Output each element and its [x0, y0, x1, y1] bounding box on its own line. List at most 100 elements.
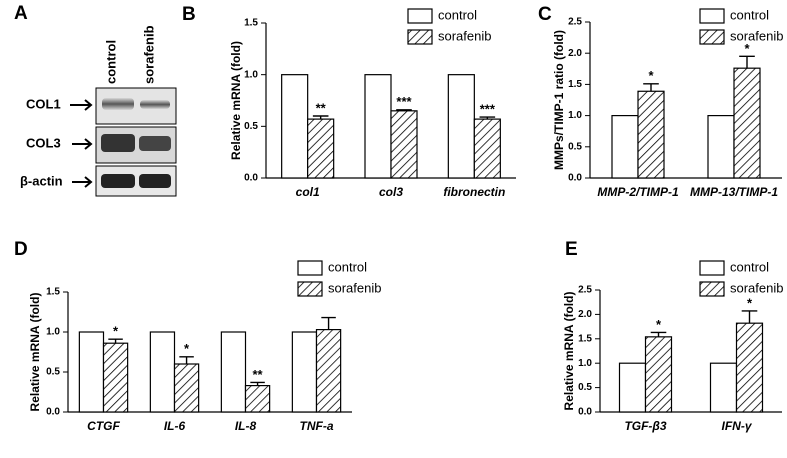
legend-label: control [730, 7, 769, 22]
x-tick-label: TGF-β3 [624, 419, 666, 433]
error-bar [643, 83, 659, 92]
panel-label: B [182, 4, 196, 25]
legend-swatch [297, 281, 323, 297]
y-tick-label: 1.5 [244, 18, 258, 29]
y-axis-label: MMPs/TIMP-1 ratio (fold) [552, 30, 566, 170]
panel-label: D [14, 239, 28, 260]
bar [149, 331, 176, 413]
bar [735, 322, 764, 413]
legend-swatch [297, 260, 323, 276]
y-tick-label: 0.0 [568, 173, 582, 184]
panel-label: C [538, 4, 552, 25]
legend-label: control [730, 259, 769, 274]
significance-label: *** [396, 94, 412, 109]
bar [244, 385, 271, 413]
bar [281, 74, 309, 179]
panel-label: E [565, 239, 578, 260]
error-bar [250, 381, 265, 386]
significance-label: * [184, 341, 190, 356]
significance-label: * [744, 41, 750, 56]
band-label: COL1 [26, 96, 61, 111]
legend-label: sorafenib [328, 280, 381, 295]
y-tick-label: 1.0 [578, 358, 592, 369]
error-bar [108, 338, 123, 344]
bar [644, 336, 673, 413]
legend-swatch [699, 281, 725, 297]
y-tick-label: 0.5 [568, 141, 582, 152]
y-tick-label: 0.0 [244, 173, 258, 184]
legend-label: control [438, 7, 477, 22]
error-bar [312, 115, 329, 120]
legend-swatch [407, 8, 433, 24]
legend-label: sorafenib [730, 280, 783, 295]
blot-panel [70, 87, 177, 197]
legend-label: control [328, 259, 367, 274]
significance-label: * [747, 295, 753, 310]
x-tick-label: MMP-13/TIMP-1 [690, 185, 778, 199]
error-bar [396, 109, 412, 111]
x-tick-label: col1 [296, 185, 320, 199]
significance-label: ** [316, 100, 327, 115]
bar [618, 362, 647, 413]
y-tick-label: 1.5 [568, 79, 582, 90]
legend-swatch [699, 8, 725, 24]
x-tick-label: IL-6 [164, 419, 186, 433]
bar [709, 362, 738, 413]
y-tick-label: 1.0 [46, 327, 60, 338]
significance-label: * [648, 68, 654, 83]
x-tick-label: fibronectin [443, 185, 505, 199]
legend-label: sorafenib [730, 28, 783, 43]
y-tick-label: 0.0 [46, 407, 60, 418]
legend-swatch [699, 260, 725, 276]
y-tick-label: 1.0 [244, 69, 258, 80]
y-tick-label: 0.0 [578, 407, 592, 418]
significance-label: ** [253, 367, 264, 382]
bar [364, 74, 392, 179]
x-tick-label: TNF-a [300, 419, 334, 433]
bar [78, 331, 105, 413]
legend-label: sorafenib [438, 28, 491, 43]
legend-swatch [407, 29, 433, 45]
y-tick-label: 0.5 [244, 121, 258, 132]
lane-label: control [103, 40, 118, 84]
x-tick-label: col3 [379, 185, 403, 199]
significance-label: *** [480, 101, 496, 116]
x-tick-label: IL-8 [235, 419, 257, 433]
significance-label: * [113, 324, 119, 339]
y-tick-label: 2.0 [578, 309, 592, 320]
y-tick-label: 0.5 [578, 382, 592, 393]
legend-swatch [699, 29, 725, 45]
x-tick-label: MMP-2/TIMP-1 [597, 185, 679, 199]
bar [637, 90, 665, 179]
y-tick-label: 2.5 [578, 285, 592, 296]
bar [173, 363, 200, 413]
bar [473, 118, 501, 179]
error-bar [650, 331, 667, 337]
band-label: β-actin [20, 173, 63, 188]
y-axis-label: Relative mRNA (fold) [28, 293, 42, 412]
error-bar [479, 116, 496, 120]
x-tick-label: IFN-γ [722, 419, 753, 433]
bar [733, 67, 761, 179]
error-bar [321, 316, 336, 330]
x-tick-label: CTGF [87, 419, 120, 433]
y-tick-label: 1.5 [46, 287, 60, 298]
bar [291, 331, 318, 413]
panel-label: A [14, 3, 28, 24]
y-axis-label: Relative mRNA (fold) [562, 292, 576, 411]
band-label: COL3 [26, 135, 61, 150]
error-bar [739, 55, 755, 69]
bar [315, 329, 342, 413]
error-bar [179, 356, 194, 364]
bar [390, 110, 418, 179]
bar [611, 114, 639, 179]
bar [307, 118, 335, 179]
bar [102, 342, 129, 413]
significance-label: * [656, 317, 662, 332]
y-tick-label: 0.5 [46, 367, 60, 378]
y-tick-label: 2.5 [568, 17, 582, 28]
error-bar [741, 310, 758, 324]
lane-label: sorafenib [141, 25, 156, 84]
y-tick-label: 1.0 [568, 110, 582, 121]
